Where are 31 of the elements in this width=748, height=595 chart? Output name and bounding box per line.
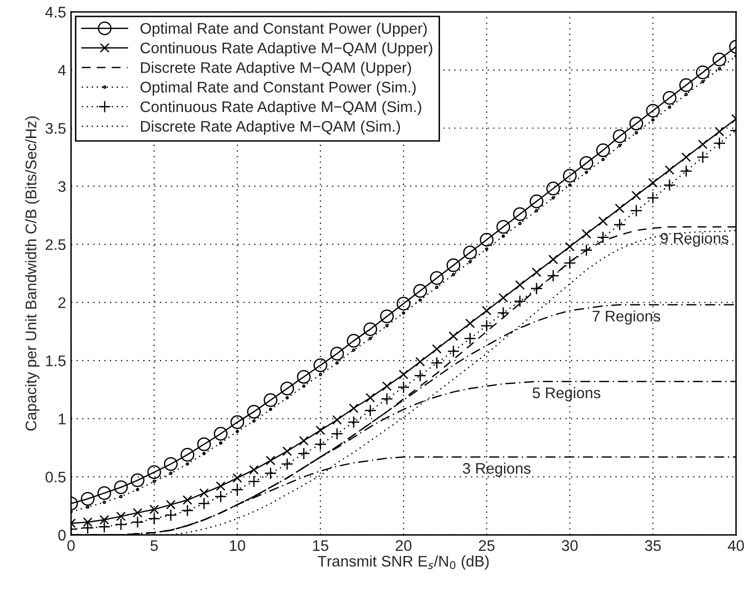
x-tick-label: 5 bbox=[150, 540, 158, 551]
legend-label: Optimal Rate and Constant Power (Sim.) bbox=[140, 81, 416, 96]
y-tick-label: 1.5 bbox=[46, 356, 66, 366]
y-tick-label: 4 bbox=[58, 65, 66, 76]
x-axis-title: Transmit SNR E$_{s}$/N$_{0}$ (dB) bbox=[318, 555, 489, 570]
x-tick-label: 10 bbox=[230, 540, 246, 551]
y-tick-label: 2.5 bbox=[46, 239, 66, 250]
legend-label: Discrete Rate Adaptive M−QAM (Sim.) bbox=[141, 120, 400, 135]
legend-label: Optimal Rate and Constant Power (Upper) bbox=[140, 22, 427, 37]
legend-label: Continuous Rate Adaptive M−QAM (Sim.) bbox=[140, 100, 422, 116]
y-tick-label: 2 bbox=[58, 297, 66, 308]
x-tick-label: 35 bbox=[644, 540, 661, 551]
x-tick-label: 30 bbox=[562, 540, 578, 551]
annotation: 9 Regions bbox=[660, 232, 728, 247]
annotation: 5 Regions bbox=[532, 387, 600, 402]
x-tick-label: 40 bbox=[728, 540, 744, 551]
x-tick-label: 20 bbox=[396, 540, 412, 551]
x-tick-label: 25 bbox=[478, 540, 495, 551]
y-tick-label: 0 bbox=[58, 530, 66, 541]
legend-label: Continuous Rate Adaptive M−QAM (Upper) bbox=[140, 42, 432, 56]
annotation: 3 Regions bbox=[462, 462, 530, 477]
annotation: 7 Regions bbox=[592, 310, 660, 325]
y-tick-label: 3 bbox=[58, 181, 66, 192]
legend-label: Discrete Rate Adaptive M−QAM (Upper) bbox=[141, 62, 411, 76]
y-tick-label: 1 bbox=[58, 414, 66, 424]
y-tick-label: 0.5 bbox=[46, 472, 66, 482]
x-tick-label: 0 bbox=[67, 540, 75, 551]
y-tick-label: 3.5 bbox=[46, 122, 66, 134]
y-axis-title: Capacity per Unit Bandwidth C/B (Bits/Sec/Hz) bbox=[25, 116, 40, 431]
x-tick-label: 15 bbox=[313, 540, 328, 551]
y-tick-label: 4.5 bbox=[45, 6, 66, 18]
